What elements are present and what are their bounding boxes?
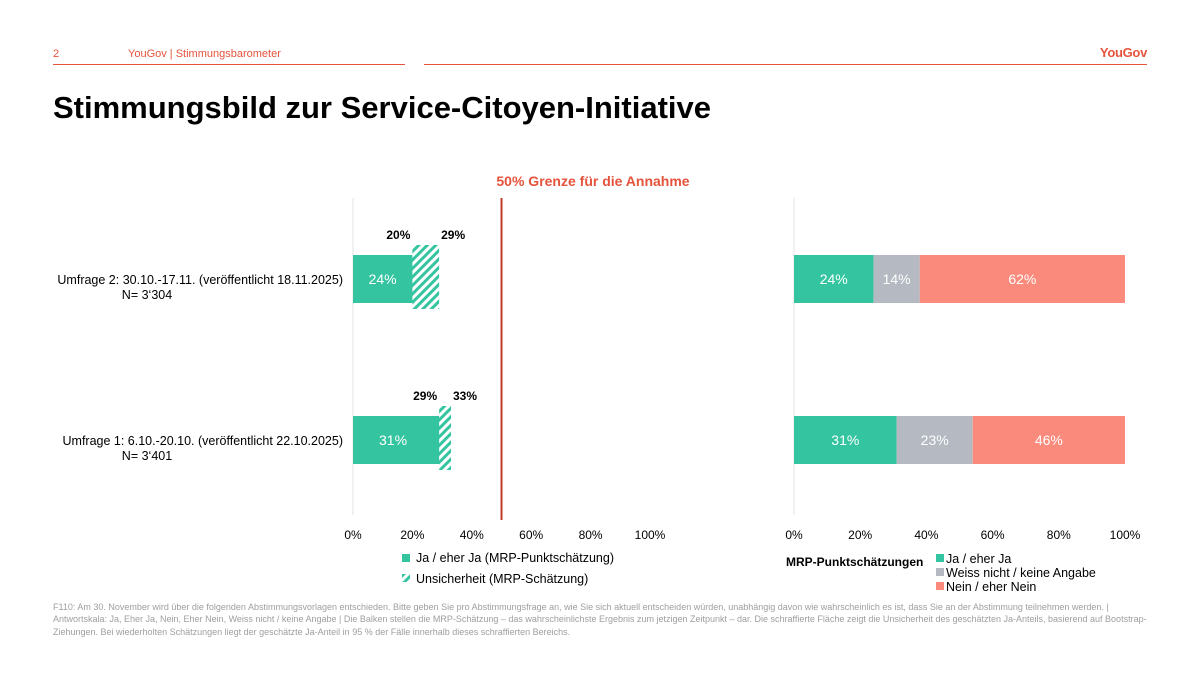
left-tick-label: 40%: [460, 528, 484, 542]
right-tick-label: 100%: [1110, 528, 1141, 542]
legend-swatch: [936, 554, 944, 562]
stacked-segment: [919, 255, 1125, 303]
chart-area: 50% Grenze für die Annahme 0% 20% 40% 60% 80%…: [57, 173, 1141, 594]
left-tick-label: 0%: [344, 528, 362, 542]
legend-swatch: [936, 582, 944, 590]
stacked-value-label: 24%: [820, 271, 848, 287]
left-tick-label: 20%: [400, 528, 424, 542]
header-title: YouGov | Stimmungsbarometer: [128, 48, 281, 60]
legend-swatch: [936, 568, 944, 576]
legend-label: Weiss nicht / keine Angabe: [946, 566, 1096, 580]
right-tick-label: 20%: [848, 528, 872, 542]
yougov-logo: YouGov: [1099, 45, 1147, 60]
ja-value-label: 24%: [369, 271, 397, 287]
stacked-segment: [873, 255, 920, 303]
right-tick-label: 60%: [981, 528, 1005, 542]
stacked-value-label: 62%: [1008, 271, 1036, 287]
legend-ja-swatch: [402, 554, 410, 562]
stacked-value-label: 23%: [921, 432, 949, 448]
uncertainty-band: [439, 406, 452, 470]
legend-label: Ja / eher Ja: [946, 552, 1011, 566]
right-tick-label: 40%: [914, 528, 938, 542]
left-tick-label: 60%: [519, 528, 543, 542]
uncertainty-lower-label: 29%: [413, 389, 437, 403]
legend-uncertainty-swatch: [402, 574, 410, 582]
header-divider-right: [424, 64, 1147, 65]
category-sample-size: N= 3‘304: [122, 288, 172, 302]
stacked-value-label: 31%: [831, 432, 859, 448]
stacked-value-label: 14%: [883, 271, 911, 287]
legend-ja-label: Ja / eher Ja (MRP-Punktschätzung): [416, 551, 614, 565]
right-tick-label: 80%: [1047, 528, 1071, 542]
ja-value-label: 31%: [379, 432, 407, 448]
right-tick-label: 0%: [785, 528, 803, 542]
legend-uncertainty-label: Unsicherheit (MRP-Schätzung): [416, 572, 588, 586]
stacked-value-label: 46%: [1035, 432, 1063, 448]
ja-bar-core: [353, 416, 439, 464]
legend-label: Nein / eher Nein: [946, 580, 1036, 594]
uncertainty-band: [412, 245, 440, 309]
stacked-segment: [794, 416, 897, 464]
page-title: Stimmungsbild zur Service-Citoyen-Initia…: [53, 90, 712, 125]
left-tick-label: 80%: [579, 528, 603, 542]
category-sample-size: N= 3‘401: [122, 449, 172, 463]
ja-bar-core: [353, 255, 412, 303]
legend-title: MRP-Punktschätzungen: [786, 555, 923, 569]
uncertainty-upper-label: 33%: [453, 389, 477, 403]
uncertainty-upper-label: 29%: [441, 228, 465, 242]
uncertainty-lower-label: 20%: [386, 228, 410, 242]
category-label: Umfrage 2: 30.10.-17.11. (veröffentlicht…: [57, 273, 343, 287]
threshold-label: 50% Grenze für die Annahme: [496, 173, 689, 189]
stacked-segment: [896, 416, 973, 464]
footnote: F110: Am 30. November wird über die folg…: [53, 602, 1147, 637]
stacked-segment: [794, 255, 874, 303]
category-label: Umfrage 1: 6.10.-20.10. (veröffentlicht …: [63, 434, 344, 448]
left-tick-label: 100%: [635, 528, 666, 542]
header-page-number: 2: [53, 48, 60, 60]
header-divider-left: [53, 64, 405, 65]
stacked-segment: [972, 416, 1125, 464]
